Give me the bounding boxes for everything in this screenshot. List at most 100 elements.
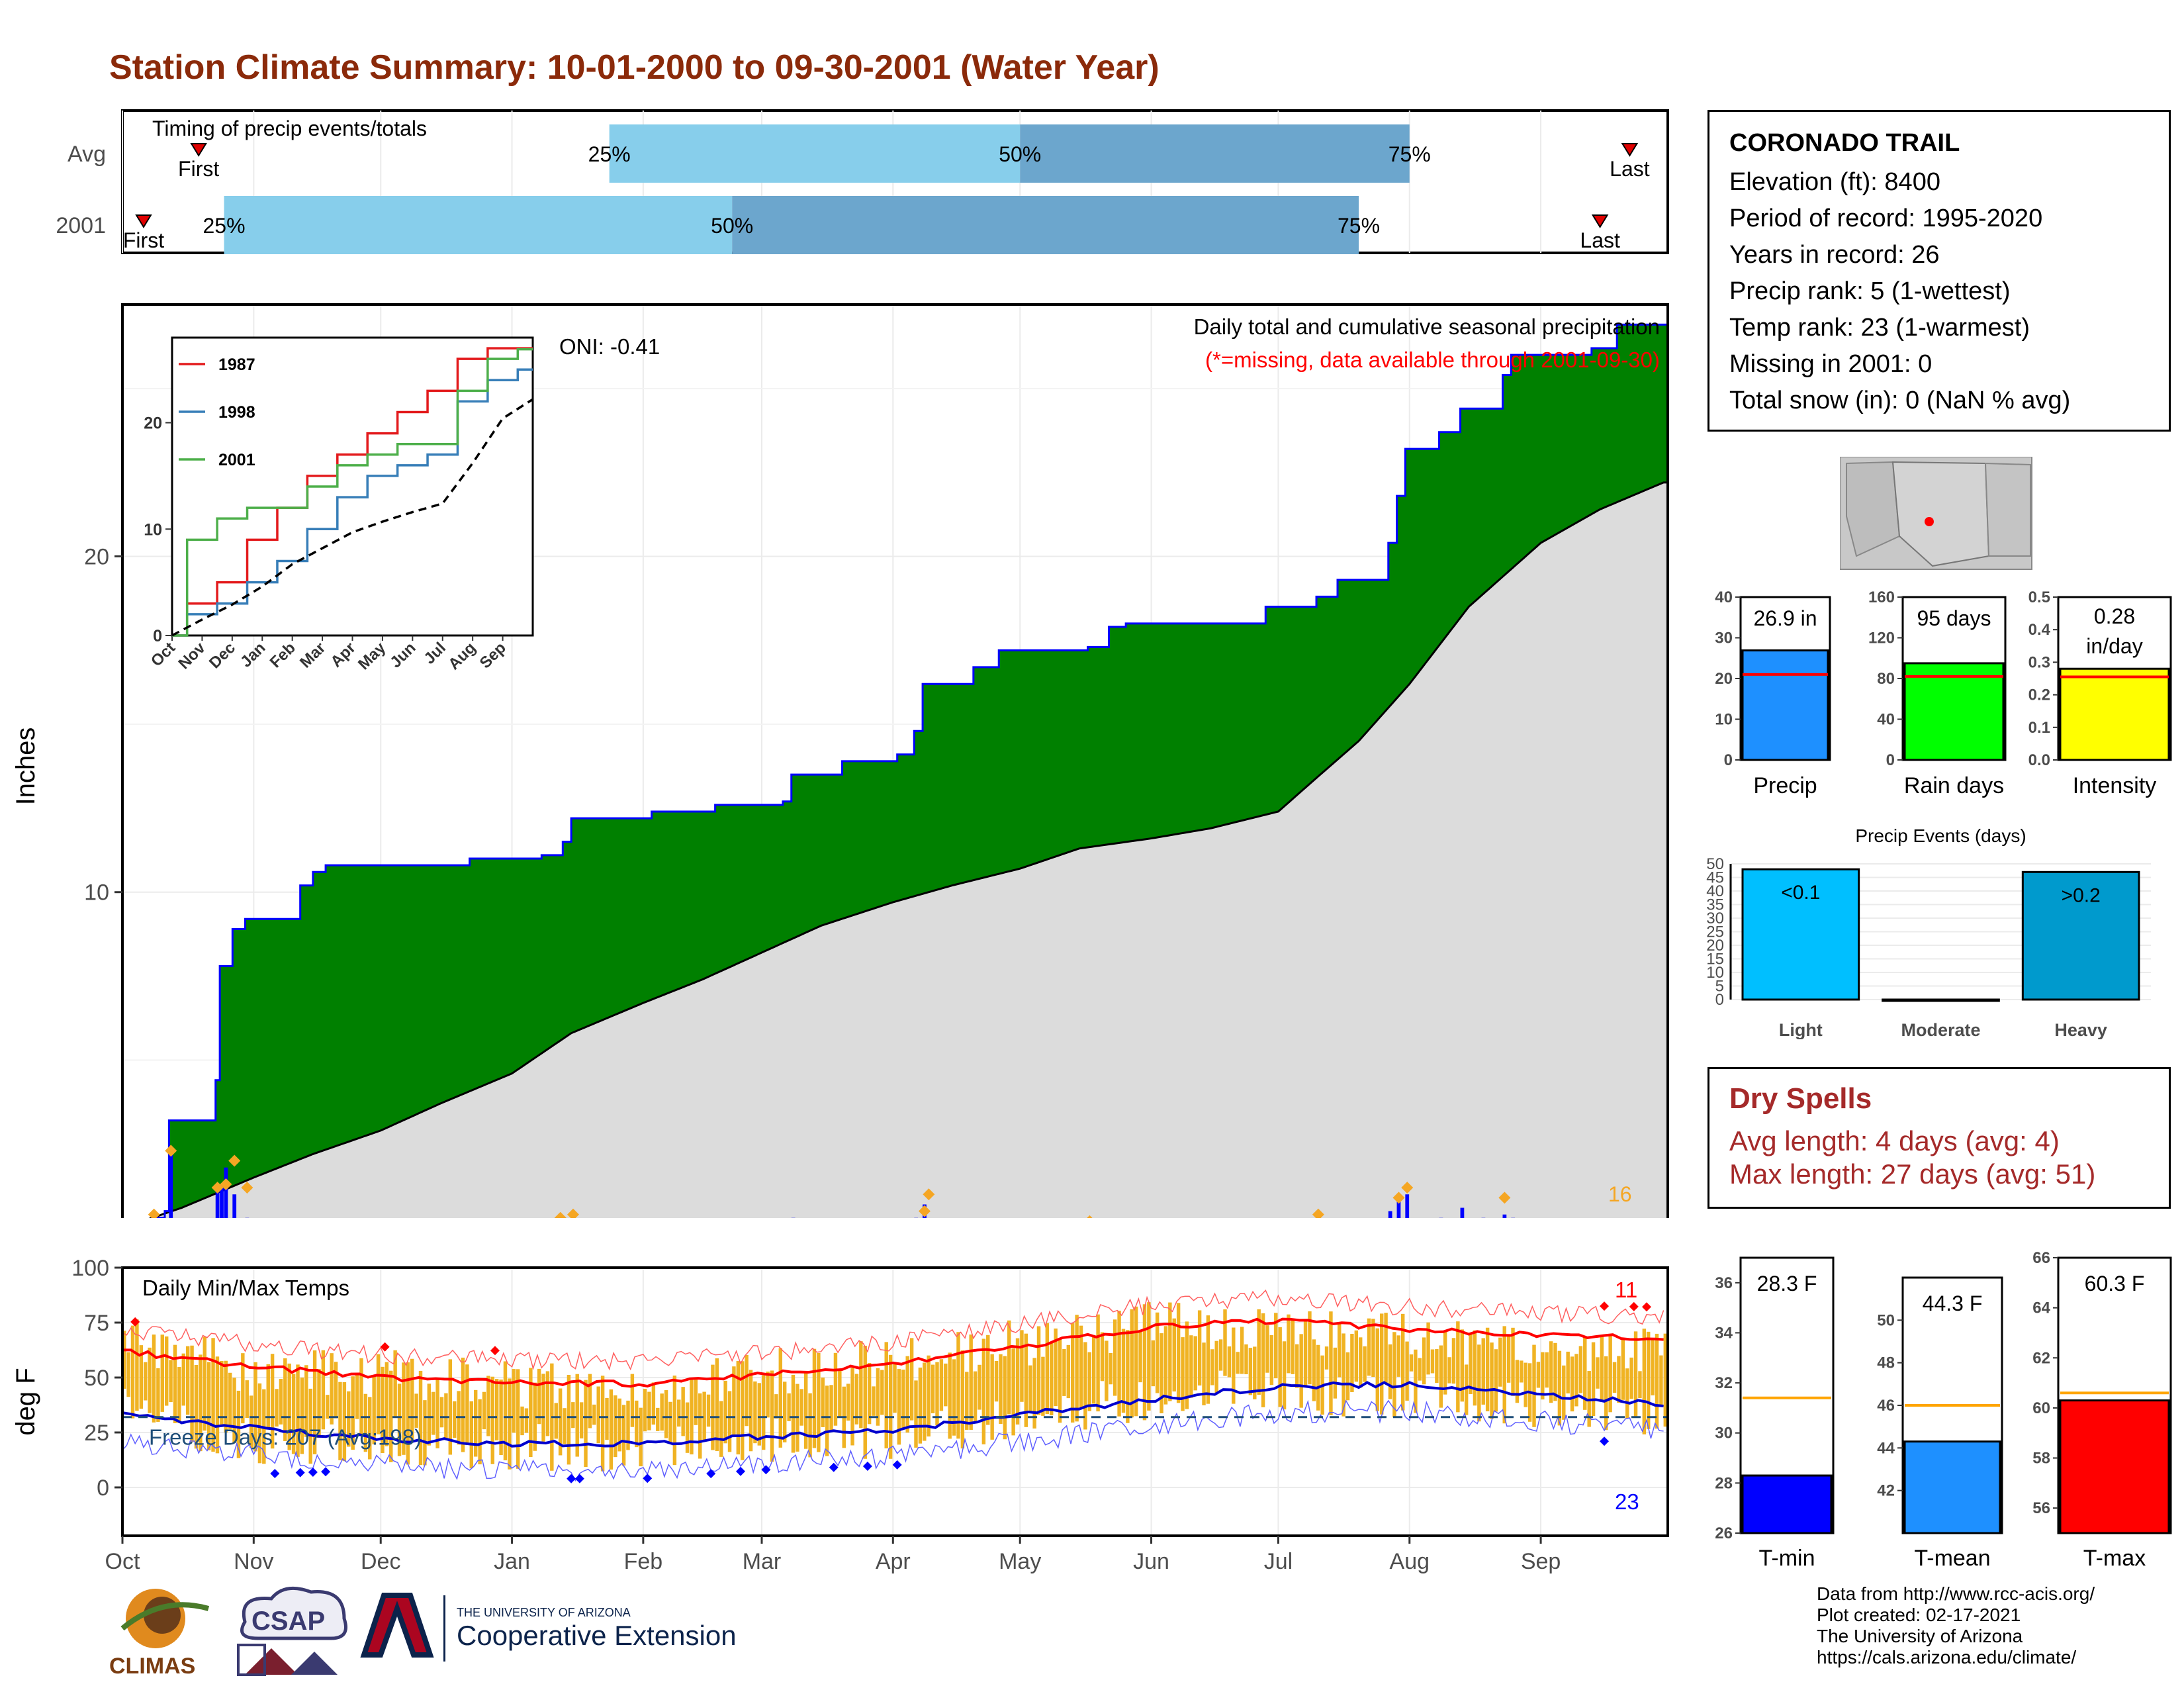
- daily-temp-bar: [651, 1382, 656, 1425]
- daily-temp-bar: [381, 1366, 385, 1454]
- small-chart-ytick-label: 28: [1715, 1474, 1733, 1492]
- daily-temp-bar: [126, 1352, 130, 1397]
- daily-temp-bar: [1651, 1338, 1655, 1395]
- daily-temp-bar: [203, 1336, 206, 1431]
- daily-temp-bar: [897, 1369, 901, 1445]
- daily-temp-bar: [1469, 1334, 1473, 1395]
- daily-temp-bar: [402, 1362, 406, 1455]
- daily-temp-bar: [524, 1408, 529, 1433]
- timing-percent-label: 25%: [203, 214, 246, 238]
- small-chart-ytick-label: 0.2: [2028, 686, 2050, 704]
- record-low-marker: [321, 1467, 331, 1477]
- precip-title: Daily total and cumulative seasonal prec…: [1194, 314, 1660, 339]
- station-location-marker: [1925, 517, 1934, 526]
- daily-temp-bar: [812, 1348, 817, 1448]
- inset-legend-label: 2001: [218, 451, 255, 469]
- inset-ytick-label: 20: [144, 414, 162, 433]
- timing-percent-label: 75%: [1338, 214, 1380, 238]
- record-low-marker: [862, 1462, 872, 1472]
- inset-xtick-label: Aug: [445, 639, 479, 673]
- inset-frame: [171, 336, 534, 637]
- daily-temp-bar: [1647, 1331, 1651, 1429]
- daily-temp-bar: [808, 1393, 812, 1458]
- freeze-days-label: Freeze Days: 207 (Avg:198): [149, 1425, 422, 1450]
- small-chart-ytick-label: 36: [1715, 1274, 1733, 1292]
- record-low-marker: [295, 1468, 305, 1477]
- small-chart-ytick-label: 56: [2032, 1499, 2050, 1517]
- daily-temp-bar: [1612, 1362, 1617, 1393]
- arizona-locator-map: [1840, 457, 2032, 570]
- daily-temp-bar: [1147, 1302, 1151, 1411]
- tmin-chart: 26 28 30 32 34 36 28.3 F T-min: [1715, 1256, 1835, 1571]
- daily-temp-bar: [1223, 1309, 1227, 1376]
- temp-ytick-label: 75: [84, 1311, 109, 1336]
- intensity-chart: 0.0 0.1 0.2 0.3 0.4 0.5 0.28 in/day Intensity: [2028, 588, 2172, 798]
- daily-temp-bar: [723, 1380, 727, 1444]
- daily-temp-bar: [986, 1335, 990, 1425]
- daily-temp-bar: [872, 1386, 876, 1416]
- station-elevation: Elevation (ft): 8400: [1729, 168, 1940, 196]
- daily-temp-bar: [1032, 1358, 1036, 1429]
- daily-temp-bar: [1477, 1344, 1481, 1422]
- daily-temp-bar: [1227, 1346, 1232, 1378]
- daily-temp-bar: [512, 1369, 516, 1433]
- climas-logo: CLIMAS: [109, 1589, 210, 1679]
- daily-temp-bar: [698, 1393, 702, 1459]
- record-low-marker: [736, 1466, 745, 1476]
- daily-temp-bar: [596, 1386, 600, 1444]
- daily-temp-bar: [715, 1358, 719, 1451]
- inset-ytick-label: 10: [144, 520, 162, 539]
- daily-temp-bar: [745, 1354, 749, 1427]
- daily-temp-bar: [1117, 1310, 1121, 1417]
- daily-temp-bar: [1189, 1335, 1193, 1398]
- timing-marker-label: Last: [1610, 157, 1650, 181]
- record-high-marker: [380, 1342, 390, 1352]
- dry-spells-box: Dry Spells Avg length: 4 days (avg: 4) M…: [1707, 1067, 2171, 1209]
- events-bar: [1882, 998, 2000, 1002]
- daily-temp-bar: [1384, 1313, 1388, 1384]
- small-chart-bar: [1741, 1474, 1833, 1534]
- events-category-label: Light: [1779, 1020, 1823, 1039]
- daily-temp-bar: [1054, 1328, 1058, 1407]
- daily-temp-bar: [1498, 1337, 1502, 1387]
- precip-ytick-label: 0: [97, 1216, 109, 1218]
- daily-temp-bar: [334, 1362, 338, 1419]
- events-category-label: Heavy: [2054, 1020, 2107, 1039]
- precip-ytick-label: 10: [84, 880, 109, 906]
- daily-temp-bar: [1206, 1315, 1210, 1404]
- credit-line: Data from http://www.rcc-acis.org/: [1817, 1583, 2095, 1604]
- daily-temp-bar: [1473, 1330, 1477, 1406]
- timing-marker-label: Last: [1580, 228, 1620, 252]
- daily-temp-bar: [753, 1381, 757, 1444]
- month-xtick-label: Nov: [234, 1549, 273, 1574]
- daily-temp-bar: [236, 1390, 241, 1458]
- daily-temp-bar: [270, 1354, 275, 1449]
- daily-temp-bar: [1583, 1337, 1587, 1410]
- daily-temp-bar: [770, 1370, 774, 1462]
- marked-day-diamond: [554, 1211, 567, 1218]
- daily-temp-bar: [444, 1393, 448, 1439]
- daily-temp-bar: [1414, 1349, 1418, 1413]
- record-low-marker: [567, 1474, 576, 1483]
- small-chart-value-label: 26.9 in: [1753, 606, 1817, 630]
- daily-temp-bar: [545, 1371, 550, 1436]
- daily-temp-bar: [1511, 1327, 1515, 1396]
- daily-temp-bar: [1506, 1335, 1511, 1383]
- annual-precip-chart: 0 10 20 30 40 26.9 in Precip: [1715, 588, 1831, 798]
- daily-temp-bar: [283, 1358, 287, 1441]
- record-high-marker: [130, 1317, 140, 1327]
- daily-temp-bar: [664, 1390, 668, 1438]
- max-daily-label: 16: [1608, 1182, 1632, 1206]
- temp-title: Daily Min/Max Temps: [142, 1276, 349, 1300]
- daily-temp-bar: [181, 1353, 185, 1406]
- daily-temp-bar: [266, 1364, 270, 1429]
- daily-temp-bar: [859, 1341, 863, 1429]
- small-chart-ytick-label: 62: [2032, 1349, 2050, 1367]
- daily-temp-bar: [1100, 1332, 1105, 1382]
- daily-temp-bar: [1036, 1326, 1041, 1415]
- marked-day-diamond: [1312, 1208, 1324, 1218]
- daily-temp-bar: [575, 1374, 579, 1457]
- daily-temp-bar: [228, 1372, 232, 1430]
- record-low-marker: [706, 1469, 716, 1479]
